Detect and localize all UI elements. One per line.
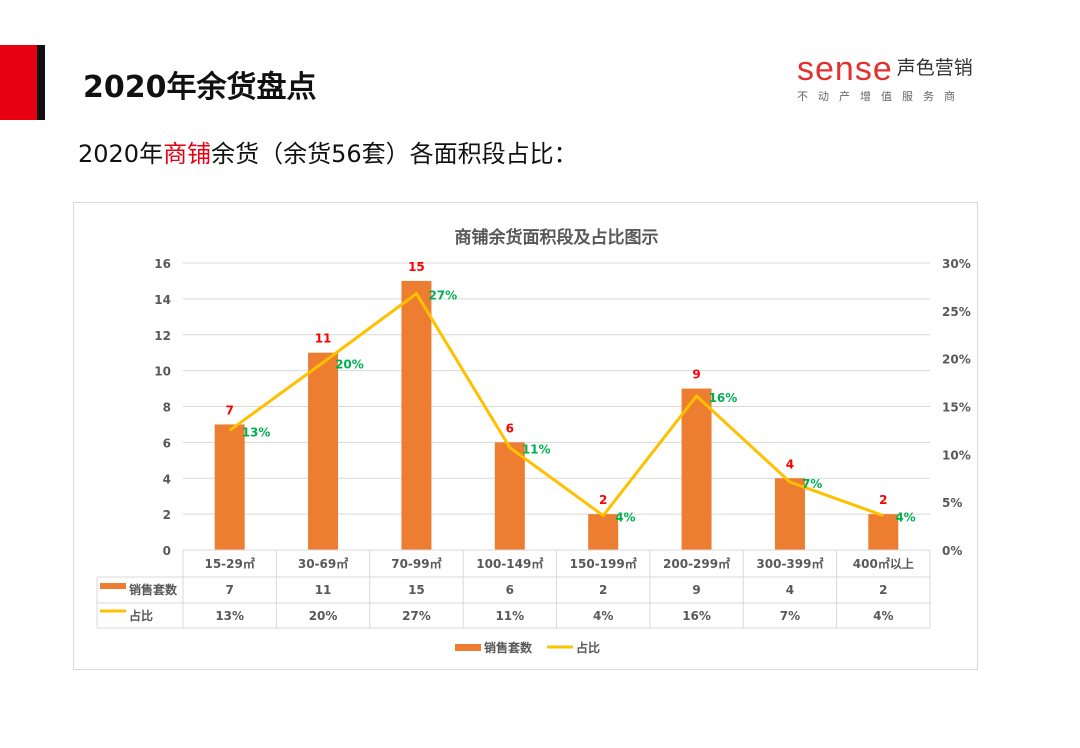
line-data-label: 4% [615, 511, 635, 525]
table-cell-pct: 4% [593, 609, 613, 623]
table-legend-bar-key [100, 583, 126, 589]
category-label: 150-199㎡ [570, 556, 637, 571]
bar [681, 388, 712, 550]
y2-tick-label: 20% [942, 353, 971, 367]
table-cell-count: 6 [506, 583, 514, 597]
page-title: 2020年余货盘点 [83, 70, 317, 105]
category-label: 100-149㎡ [476, 556, 543, 571]
y-tick-label: 16 [154, 257, 171, 271]
category-label: 30-69㎡ [298, 556, 348, 571]
bar-data-label: 15 [408, 260, 425, 274]
bar-data-label: 9 [692, 368, 700, 382]
bar [401, 280, 432, 550]
bar [494, 442, 525, 550]
y2-tick-label: 15% [942, 401, 971, 415]
category-label: 70-99㎡ [391, 556, 441, 571]
category-label: 400㎡以上 [853, 556, 914, 571]
table-row-label: 销售套数 [129, 582, 178, 597]
subtitle-prefix: 2020年 [78, 140, 164, 168]
legend-label: 销售套数 [484, 640, 533, 655]
bar-data-label: 4 [786, 457, 794, 471]
table-cell-pct: 27% [402, 609, 431, 623]
y-tick-label: 2 [163, 508, 171, 522]
bar-data-label: 11 [315, 332, 332, 346]
table-cell-pct: 13% [215, 609, 244, 623]
table-cell-count: 7 [226, 583, 234, 597]
table-cell-count: 15 [408, 583, 425, 597]
table-cell-count: 11 [315, 583, 332, 597]
line-data-label: 20% [335, 357, 364, 371]
line-data-label: 11% [522, 443, 551, 457]
y-tick-label: 10 [154, 365, 171, 379]
table-cell-count: 2 [879, 583, 887, 597]
line-series [228, 291, 884, 518]
table-cell-pct: 16% [682, 609, 711, 623]
table-cell-pct: 7% [780, 609, 800, 623]
chart-title: 商铺余货面积段及占比图示 [455, 227, 659, 248]
bar [214, 424, 245, 550]
line-data-label: 7% [802, 477, 822, 491]
y-tick-label: 12 [154, 329, 171, 343]
accent-red-bar [0, 45, 37, 120]
bar-data-label: 2 [879, 493, 887, 507]
y-tick-label: 0 [163, 544, 171, 558]
table-cell-count: 4 [786, 583, 794, 597]
y2-tick-label: 30% [942, 257, 971, 271]
subtitle-suffix: 余货（余货56套）各面积段占比： [211, 140, 578, 168]
legend-label: 占比 [576, 640, 600, 655]
table-cell-pct: 20% [309, 609, 338, 623]
category-label: 15-29㎡ [204, 556, 254, 571]
chart-frame [73, 202, 978, 670]
y-tick-label: 6 [163, 436, 171, 450]
y-tick-label: 14 [154, 293, 171, 307]
y-tick-label: 8 [163, 401, 171, 415]
bar [774, 478, 805, 550]
bar-data-label: 2 [599, 493, 607, 507]
accent-black-bar [37, 45, 45, 120]
logo-brand: sense [797, 50, 893, 88]
table-cell-count: 9 [692, 583, 700, 597]
table-cell-pct: 11% [495, 609, 524, 623]
logo: sense 声色营销 不动产增值服务商 [797, 52, 973, 104]
bar [588, 514, 619, 550]
subtitle-highlight: 商铺 [163, 140, 212, 168]
line-data-label: 13% [242, 425, 271, 439]
bar [308, 352, 339, 550]
category-label: 200-299㎡ [663, 556, 730, 571]
bar-data-label: 6 [506, 421, 514, 435]
table-row-label: 占比 [129, 608, 153, 623]
category-label: 300-399㎡ [756, 556, 823, 571]
page-subtitle: 2020年商铺余货（余货56套）各面积段占比： [78, 134, 578, 169]
y-tick-label: 4 [163, 472, 171, 486]
line-data-label: 4% [895, 511, 915, 525]
y2-tick-label: 10% [942, 448, 971, 462]
line-data-label: 16% [709, 391, 738, 405]
logo-tagline: 不动产增值服务商 [797, 90, 965, 103]
y2-tick-label: 5% [942, 496, 962, 510]
y2-tick-label: 0% [942, 544, 962, 558]
bar [868, 514, 899, 550]
y2-tick-label: 25% [942, 305, 971, 319]
bar-data-label: 7 [226, 403, 234, 417]
table-cell-count: 2 [599, 583, 607, 597]
logo-name: 声色营销 [896, 57, 973, 79]
table-cell-pct: 4% [873, 609, 893, 623]
line-data-label: 27% [428, 289, 457, 303]
legend-bar-key [455, 644, 481, 651]
